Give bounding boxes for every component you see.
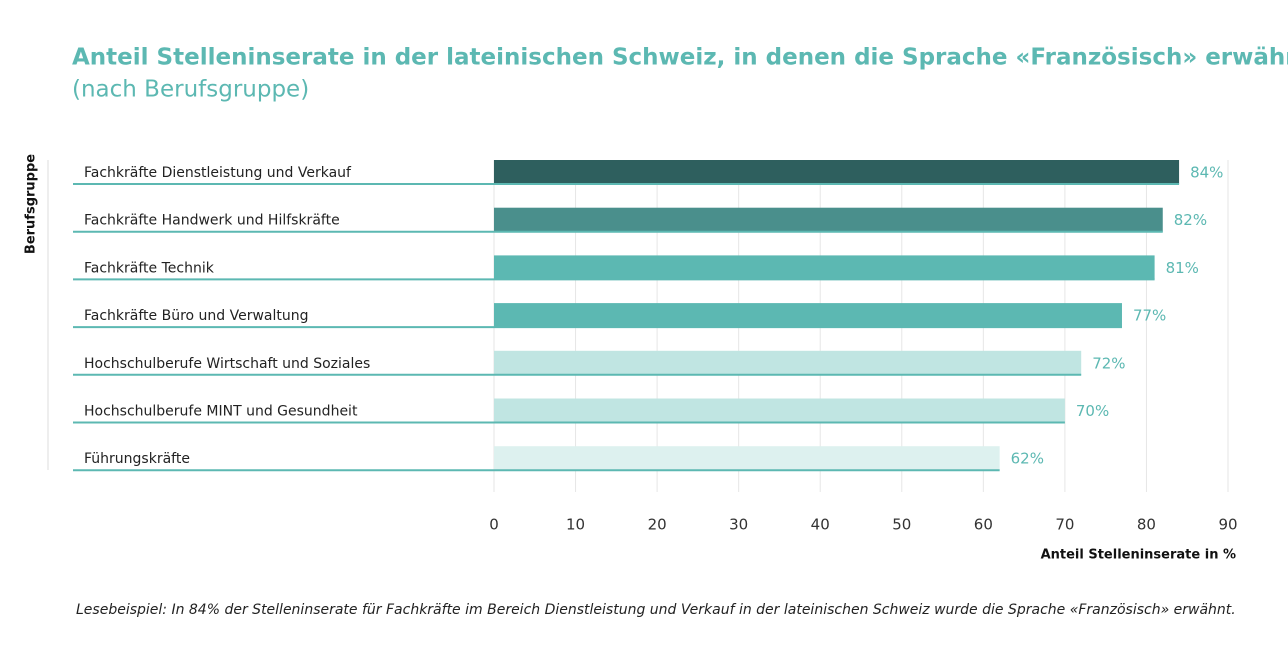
category-label: Fachkräfte Handwerk und Hilfskräfte: [84, 213, 340, 229]
chart-subtitle: (nach Berufsgruppe): [72, 77, 309, 103]
y-axis-title: Berufsgruppe: [24, 154, 39, 254]
value-label: 72%: [1092, 354, 1125, 372]
value-label: 77%: [1133, 307, 1166, 325]
value-label: 81%: [1166, 259, 1199, 277]
category-label: Führungskräfte: [84, 451, 190, 467]
category-label: Fachkräfte Büro und Verwaltung: [84, 308, 309, 324]
category-label: Hochschulberufe MINT und Gesundheit: [84, 404, 358, 420]
x-tick-label: 20: [648, 516, 667, 534]
x-tick-label: 80: [1137, 516, 1156, 534]
value-label: 62%: [1011, 450, 1044, 468]
bar: [494, 207, 1163, 232]
x-tick-label: 0: [489, 516, 499, 534]
value-label: 84%: [1190, 164, 1223, 182]
x-axis-title: Anteil Stelleninserate in %: [1041, 548, 1236, 563]
x-tick-label: 90: [1218, 516, 1237, 534]
x-tick-label: 30: [729, 516, 748, 534]
x-tick-label: 60: [974, 516, 993, 534]
category-label: Fachkräfte Technik: [84, 260, 215, 276]
bar: [494, 446, 1000, 471]
footnote: Lesebeispiel: In 84% der Stelleninserate…: [76, 602, 1236, 618]
chart-title: Anteil Stelleninserate in der lateinisch…: [72, 45, 1288, 71]
bar: [494, 303, 1122, 328]
category-label: Fachkräfte Dienstleistung und Verkauf: [84, 165, 352, 181]
x-tick-label: 50: [892, 516, 911, 534]
bar: [494, 350, 1082, 375]
x-tick-label: 70: [1055, 516, 1074, 534]
value-label: 82%: [1174, 211, 1207, 229]
bar: [494, 255, 1155, 280]
bar: [494, 398, 1065, 423]
x-tick-label: 10: [566, 516, 585, 534]
value-label: 70%: [1076, 402, 1109, 420]
category-label: Hochschulberufe Wirtschaft und Soziales: [84, 356, 370, 372]
x-tick-label: 40: [811, 516, 830, 534]
bar: [494, 160, 1180, 184]
